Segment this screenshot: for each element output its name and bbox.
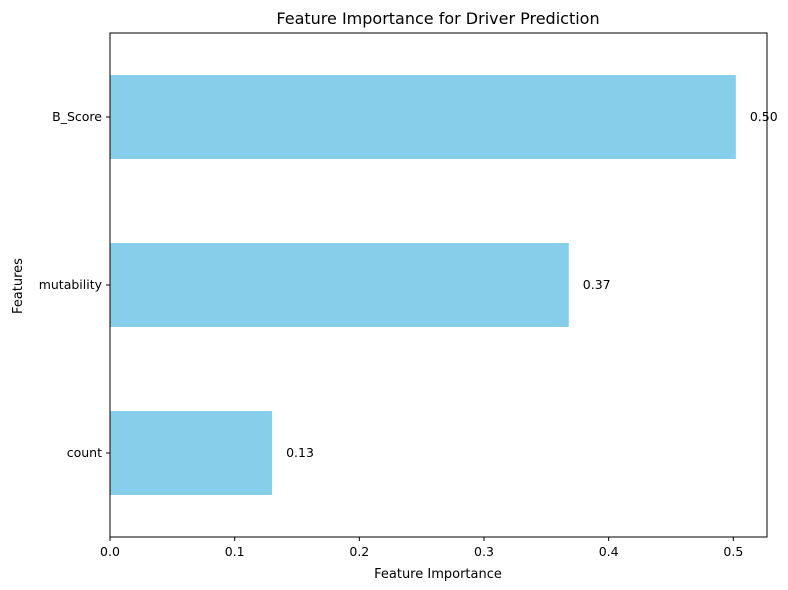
bar-mutability — [110, 243, 569, 327]
data-label: 0.37 — [583, 277, 611, 292]
x-tick-label: 0.1 — [225, 544, 245, 559]
y-axis-label: Features — [11, 258, 26, 314]
x-tick-label: 0.5 — [723, 544, 743, 559]
bar-count — [110, 411, 273, 495]
y-tick-label: mutability — [39, 277, 103, 292]
bar-b-score — [110, 75, 736, 159]
x-tick-label: 0.2 — [349, 544, 369, 559]
chart-title: Feature Importance for Driver Prediction — [276, 9, 599, 28]
y-axis-ticks: count mutability B_Score — [39, 109, 110, 460]
x-axis-ticks: 0.0 0.1 0.2 0.3 0.4 0.5 — [100, 537, 743, 559]
x-tick-label: 0.3 — [474, 544, 494, 559]
x-tick-label: 0.4 — [599, 544, 619, 559]
x-tick-label: 0.0 — [100, 544, 120, 559]
x-axis-label: Feature Importance — [374, 567, 502, 582]
plot-frame — [109, 32, 768, 538]
y-tick-label: count — [67, 445, 102, 460]
data-label: 0.50 — [750, 109, 778, 124]
bars-group: 0.13 0.37 0.50 — [110, 75, 778, 495]
data-label: 0.13 — [286, 445, 314, 460]
y-tick-label: B_Score — [52, 109, 102, 124]
